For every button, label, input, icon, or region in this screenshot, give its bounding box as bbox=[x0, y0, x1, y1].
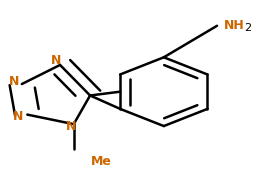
Text: 2: 2 bbox=[244, 23, 251, 33]
Text: Me: Me bbox=[91, 155, 111, 168]
Text: NH: NH bbox=[224, 19, 245, 32]
Text: N: N bbox=[51, 54, 61, 67]
Text: N: N bbox=[8, 75, 19, 88]
Text: N: N bbox=[66, 120, 76, 133]
Text: N: N bbox=[13, 110, 23, 123]
